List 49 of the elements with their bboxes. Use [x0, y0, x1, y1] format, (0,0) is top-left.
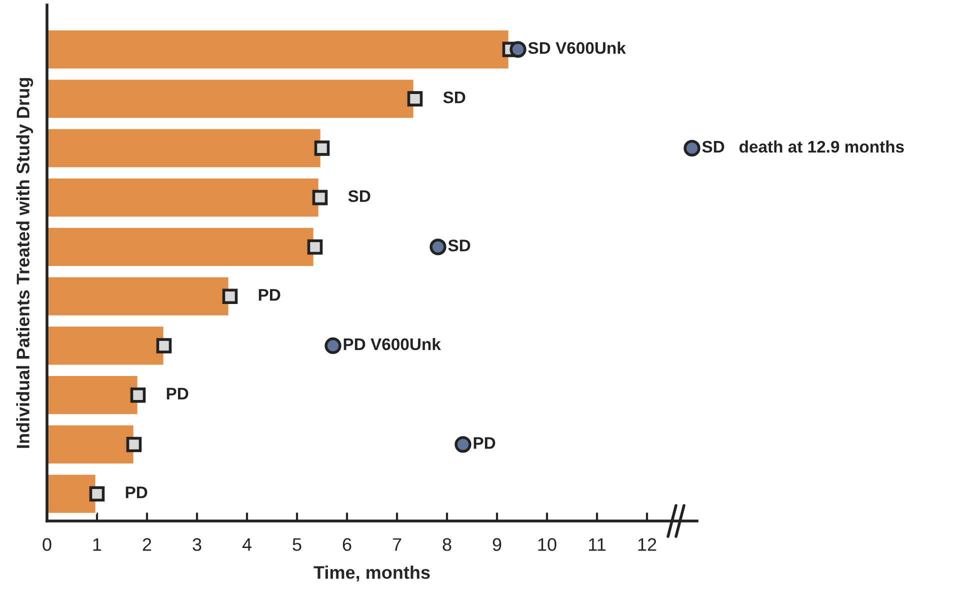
x-tick-label: 3 [192, 538, 202, 551]
bar [47, 424, 135, 465]
x-tick-label: 11 [589, 538, 606, 551]
x-tick-label: 0 [42, 538, 52, 551]
x-tick-label: 7 [392, 538, 402, 551]
data-label: PD V600Unk [344, 338, 441, 350]
bar [47, 374, 139, 416]
point [454, 436, 472, 453]
data-label: SD [448, 240, 470, 252]
x-tick-label: 12 [638, 538, 656, 551]
point [430, 238, 446, 256]
data-label: PD [166, 388, 188, 400]
bar [47, 28, 510, 70]
x-tick-label: 6 [342, 538, 352, 551]
bar [47, 325, 165, 366]
x-tick-label: 4 [242, 538, 252, 551]
bar [47, 177, 320, 218]
x-axis-title: Time, months [314, 566, 430, 582]
y-axis-title: Individual Patients Treated with Study Drug [16, 78, 34, 448]
point [130, 387, 146, 403]
bar [47, 473, 97, 514]
point [324, 337, 342, 354]
bar [47, 128, 322, 169]
x-tick-label: 9 [492, 538, 502, 551]
bar [47, 78, 415, 120]
data-label: SD [348, 190, 370, 202]
x-tick-label: 8 [442, 538, 452, 551]
data-label: SD [443, 91, 466, 104]
point [222, 288, 238, 304]
data-label: SD death at 12.9 months [702, 140, 904, 153]
data-label: SD V600Unk [528, 42, 626, 54]
point [307, 239, 323, 255]
data-label: PD [258, 289, 280, 301]
x-tick-label: 2 [142, 538, 152, 551]
x-tick-label: 1 [93, 538, 102, 551]
point [156, 338, 172, 354]
x-tick-label: 5 [292, 538, 302, 551]
point [684, 140, 700, 157]
point [510, 41, 526, 58]
point [126, 436, 142, 452]
point [314, 140, 330, 156]
bar [47, 276, 230, 317]
point [312, 190, 328, 206]
x-tick-label: 10 [538, 538, 556, 551]
point [407, 91, 423, 106]
point [89, 486, 105, 502]
bar [47, 226, 315, 268]
data-label: PD [126, 486, 148, 498]
data-label: PD [474, 437, 496, 449]
